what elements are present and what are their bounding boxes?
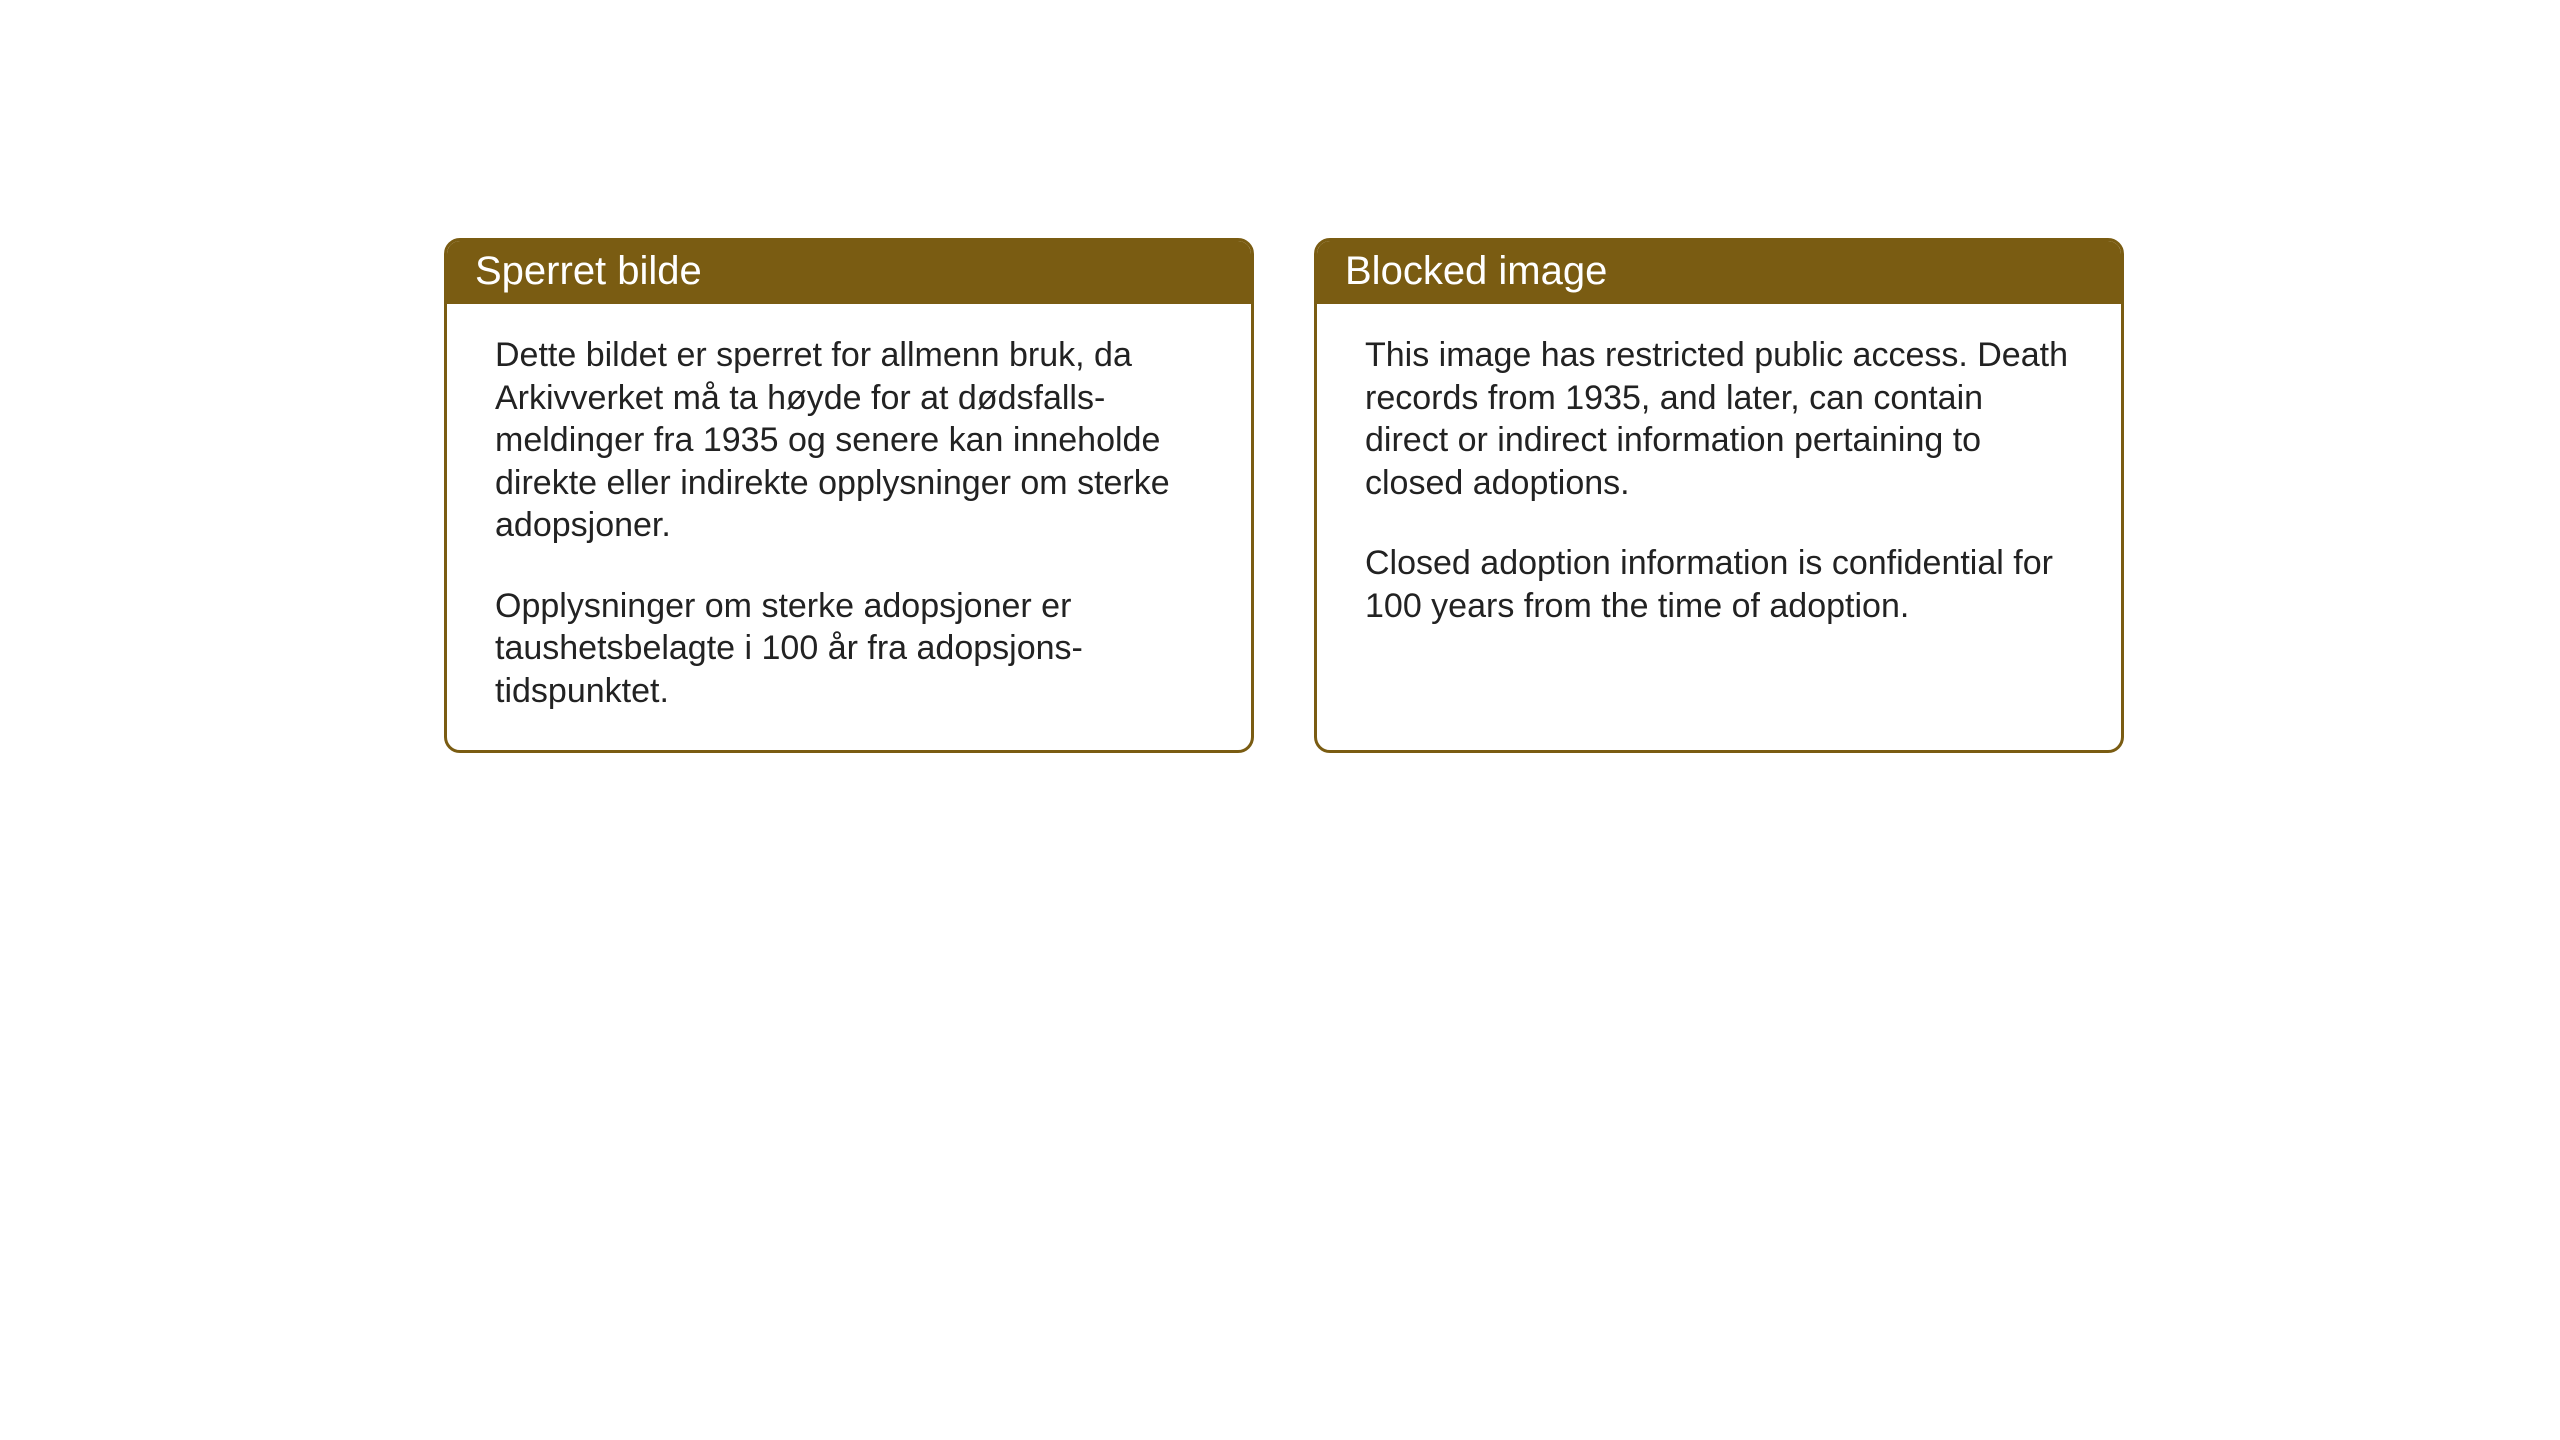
card-title-english: Blocked image [1345, 249, 1607, 293]
card-header-norwegian: Sperret bilde [447, 241, 1251, 304]
card-paragraph-2-english: Closed adoption information is confident… [1365, 542, 2073, 627]
card-english: Blocked image This image has restricted … [1314, 238, 2124, 753]
card-title-norwegian: Sperret bilde [475, 249, 702, 293]
card-paragraph-2-norwegian: Opplysninger om sterke adopsjoner er tau… [495, 585, 1203, 713]
card-norwegian: Sperret bilde Dette bildet er sperret fo… [444, 238, 1254, 753]
card-body-norwegian: Dette bildet er sperret for allmenn bruk… [447, 304, 1251, 750]
cards-container: Sperret bilde Dette bildet er sperret fo… [444, 238, 2124, 753]
card-body-english: This image has restricted public access.… [1317, 304, 2121, 665]
card-paragraph-1-english: This image has restricted public access.… [1365, 334, 2073, 504]
card-paragraph-1-norwegian: Dette bildet er sperret for allmenn bruk… [495, 334, 1203, 547]
card-header-english: Blocked image [1317, 241, 2121, 304]
